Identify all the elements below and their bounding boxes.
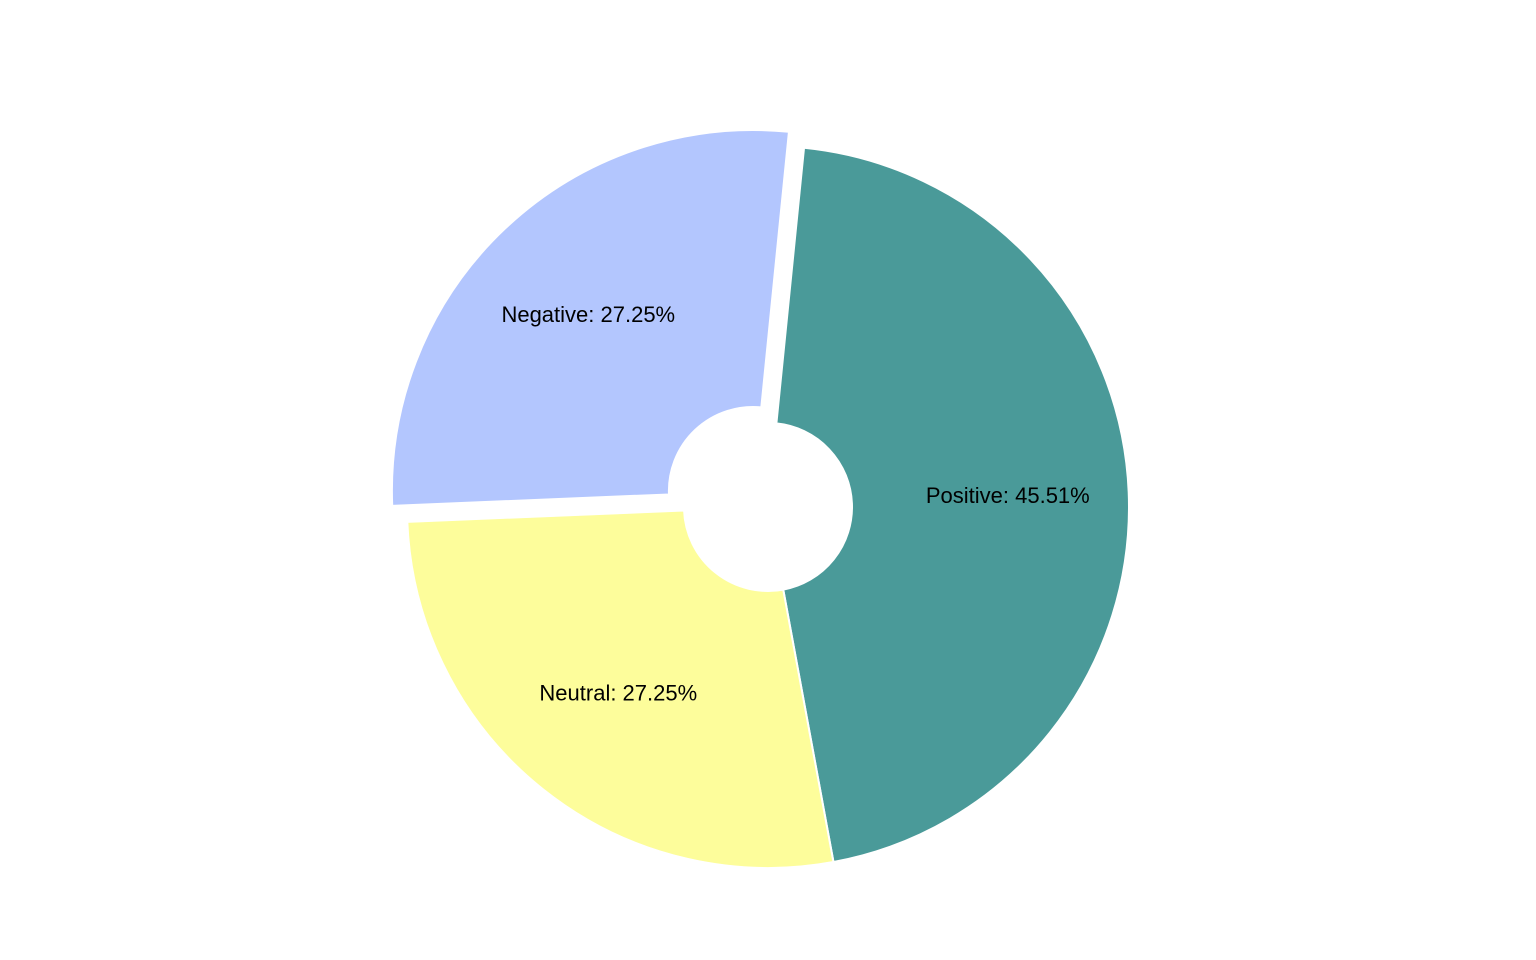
slice-negative [390, 129, 791, 507]
slice-label-negative: Negative: 27.25% [501, 302, 675, 327]
slice-label-neutral: Neutral: 27.25% [539, 680, 697, 705]
labels-layer: Positive: 45.51% Neutral: 27.25% Negativ… [501, 302, 1089, 705]
slice-label-positive: Positive: 45.51% [926, 483, 1090, 508]
slice-positive [775, 146, 1130, 864]
slices-layer [390, 129, 1130, 869]
slice-neutral [406, 509, 835, 869]
